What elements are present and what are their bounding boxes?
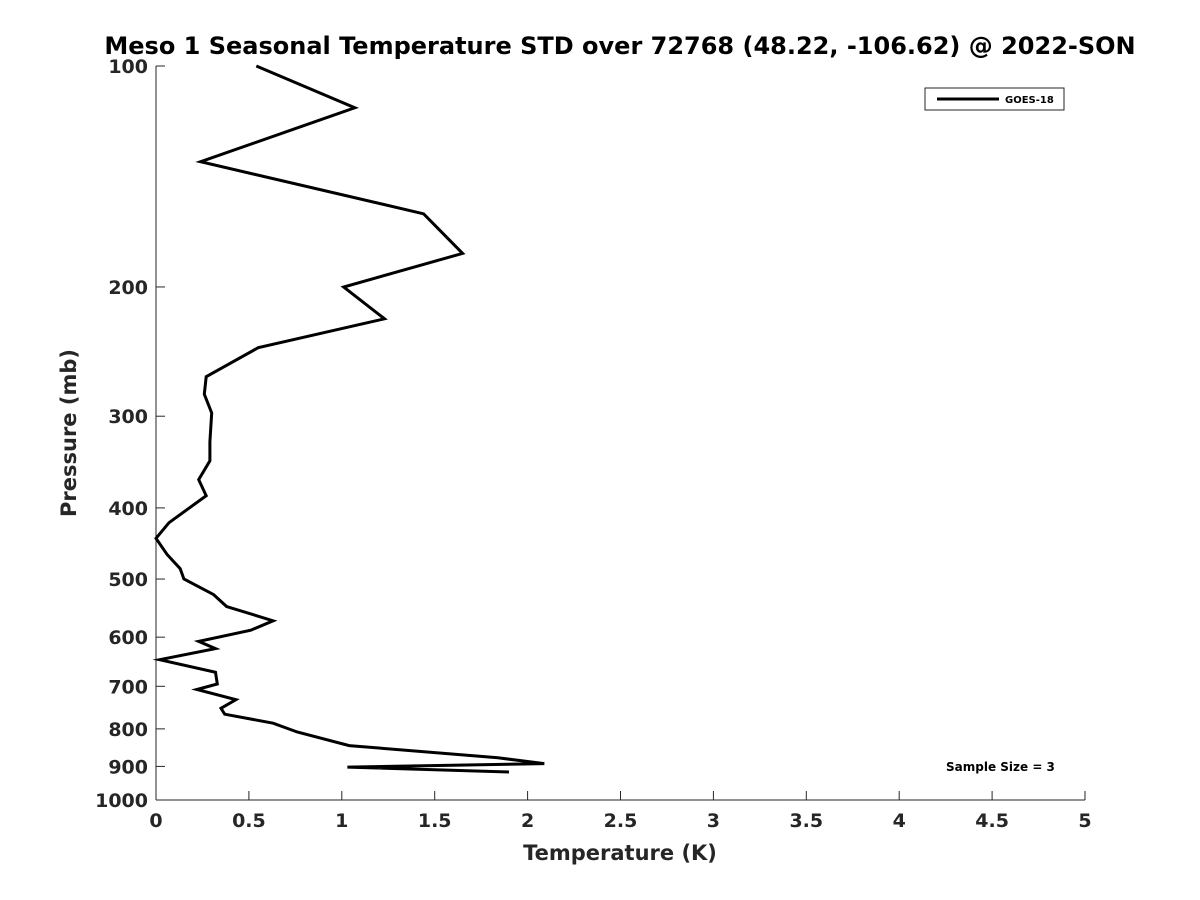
y-tick-label: 1000 bbox=[95, 790, 148, 812]
x-ticks: 0 0.5 1 1.5 2 2.5 3 3.5 4 4.5 5 bbox=[149, 791, 1092, 832]
y-ticks: 100 200 300 400 500 600 700 800 900 1000 bbox=[95, 56, 165, 812]
series-layer bbox=[152, 64, 545, 774]
y-tick-label: 900 bbox=[108, 756, 148, 778]
x-tick-label: 1 bbox=[335, 810, 348, 832]
x-tick-label: 3 bbox=[707, 810, 720, 832]
series-line-goes-18 bbox=[152, 64, 545, 774]
x-tick-label: 5 bbox=[1078, 810, 1091, 832]
y-tick-label: 200 bbox=[108, 277, 148, 299]
y-tick-label: 400 bbox=[108, 498, 148, 520]
x-tick-label: 4 bbox=[893, 810, 906, 832]
y-axis-label: Pressure (mb) bbox=[57, 349, 81, 517]
x-tick-label: 2 bbox=[521, 810, 534, 832]
y-tick-label: 100 bbox=[108, 56, 148, 78]
x-tick-label: 1.5 bbox=[418, 810, 452, 832]
x-tick-label: 4.5 bbox=[975, 810, 1009, 832]
x-tick-label: 2.5 bbox=[604, 810, 638, 832]
y-tick-label: 600 bbox=[108, 627, 148, 649]
legend-label-goes-18: GOES-18 bbox=[1005, 95, 1054, 106]
x-tick-label: 0.5 bbox=[232, 810, 266, 832]
legend: GOES-18 bbox=[924, 87, 1065, 111]
y-tick-label: 500 bbox=[108, 569, 148, 591]
chart-title: Meso 1 Seasonal Temperature STD over 727… bbox=[104, 32, 1135, 60]
y-tick-label: 800 bbox=[108, 719, 148, 741]
y-tick-label: 300 bbox=[108, 406, 148, 428]
x-axis-label: Temperature (K) bbox=[523, 841, 717, 865]
x-tick-label: 0 bbox=[149, 810, 162, 832]
y-tick-label: 700 bbox=[108, 676, 148, 698]
x-tick-label: 3.5 bbox=[789, 810, 823, 832]
sample-size-annotation: Sample Size = 3 bbox=[946, 760, 1055, 774]
